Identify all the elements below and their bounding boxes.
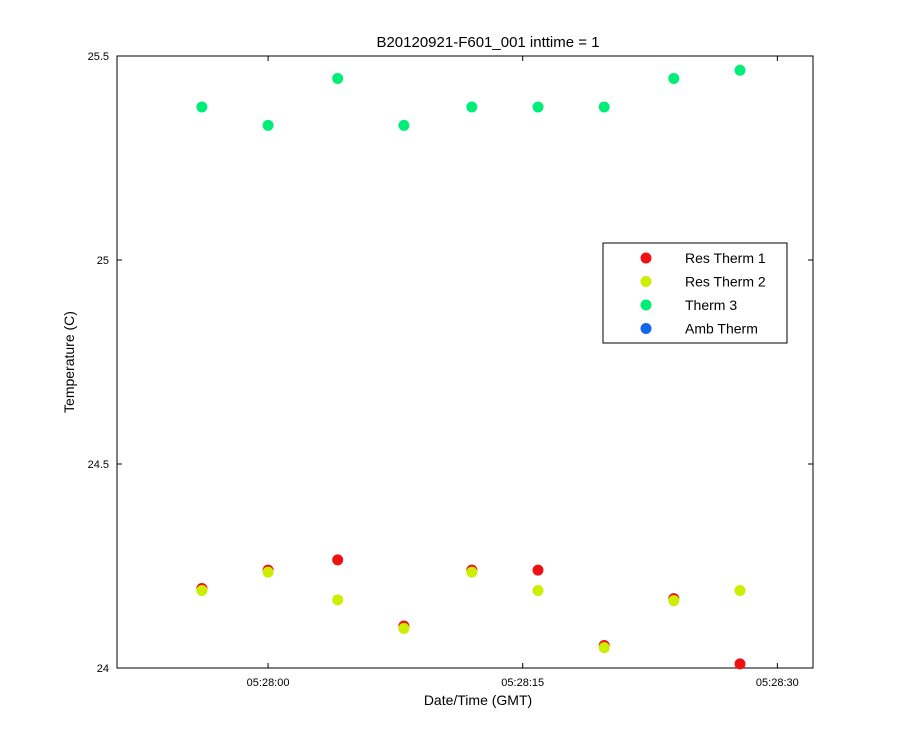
point-series-1 <box>734 658 746 670</box>
point-series-1 <box>532 564 544 576</box>
point-series-2 <box>668 595 680 607</box>
y-axis-label: Temperature (C) <box>61 311 77 413</box>
y-tick-label: 25.5 <box>88 51 109 63</box>
point-series-3 <box>262 119 274 131</box>
point-series-2 <box>734 584 746 596</box>
legend-marker <box>640 299 652 311</box>
point-series-3 <box>398 119 410 131</box>
legend-box <box>602 242 788 344</box>
y-axis-ticks: 24 24.5 25 25.5 <box>88 51 813 675</box>
data-points <box>196 64 746 670</box>
y-tick-label: 25 <box>97 255 109 267</box>
point-series-3 <box>196 101 208 113</box>
point-series-2 <box>196 584 208 596</box>
x-axis-label: Date/Time (GMT) <box>424 692 532 708</box>
plot-area <box>116 55 814 669</box>
legend: Res Therm 1 Res Therm 2 Therm 3 Amb Therm <box>602 242 788 344</box>
point-series-3 <box>668 72 680 84</box>
y-tick-label: 24.5 <box>88 459 109 471</box>
legend-label: Amb Therm <box>685 321 758 337</box>
chart-title: B20120921-F601_001 inttime = 1 <box>376 34 599 51</box>
point-series-2 <box>532 584 544 596</box>
legend-label: Therm 3 <box>685 297 737 313</box>
legend-label: Res Therm 2 <box>685 274 766 290</box>
legend-marker <box>640 276 652 287</box>
x-tick-label: 05:28:30 <box>756 677 799 689</box>
point-series-2 <box>598 642 610 654</box>
y-tick-label: 24 <box>97 663 109 675</box>
legend-marker <box>640 252 652 264</box>
x-tick-label: 05:28:00 <box>247 677 290 689</box>
point-series-3 <box>598 101 610 113</box>
x-axis-ticks: 05:28:00 05:28:15 05:28:30 <box>247 56 799 689</box>
point-series-2 <box>262 566 274 578</box>
point-series-3 <box>532 101 544 113</box>
legend-marker <box>640 323 652 334</box>
point-series-2 <box>398 622 410 634</box>
legend-label: Res Therm 1 <box>685 250 766 266</box>
point-series-3 <box>734 64 746 76</box>
point-series-2 <box>332 594 344 606</box>
point-series-1 <box>332 554 344 566</box>
point-series-2 <box>466 566 478 578</box>
point-series-3 <box>332 72 344 84</box>
x-tick-label: 05:28:15 <box>501 677 544 689</box>
point-series-3 <box>466 101 478 113</box>
